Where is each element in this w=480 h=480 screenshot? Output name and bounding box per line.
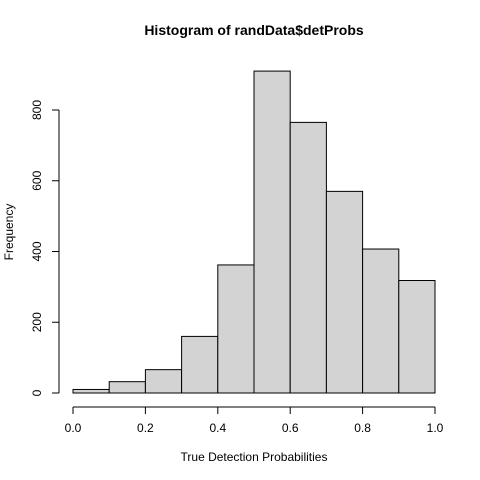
histogram-bar xyxy=(289,121,327,394)
y-tick-label: 600 xyxy=(30,170,44,190)
histogram-bar xyxy=(398,280,436,394)
x-tick-label: 0.6 xyxy=(282,421,299,435)
y-tick-label: 200 xyxy=(30,312,44,332)
y-tick-label: 800 xyxy=(30,100,44,120)
histogram-bar xyxy=(325,190,364,394)
x-tick-label: 0.4 xyxy=(209,421,226,435)
y-axis-label: Frequency xyxy=(2,204,16,261)
histogram-bar xyxy=(72,388,110,394)
y-axis: 0 200 400 600 800 xyxy=(30,100,60,396)
x-axis-label: True Detection Probabilities xyxy=(181,450,328,464)
chart-title: Histogram of randData$detProbs xyxy=(144,22,364,38)
x-axis: 0.0 0.2 0.4 0.6 0.8 1.0 xyxy=(65,406,444,435)
histogram-bar xyxy=(362,248,400,394)
histogram-bar xyxy=(217,264,255,394)
histogram-bar xyxy=(144,369,183,394)
x-tick-label: 0.8 xyxy=(354,421,371,435)
y-tick-label: 0 xyxy=(30,389,44,396)
y-tick-label: 400 xyxy=(30,241,44,261)
histogram-bar xyxy=(253,70,291,394)
x-tick-label: 1.0 xyxy=(427,421,444,435)
histogram-bar xyxy=(108,381,146,394)
histogram-bar xyxy=(181,335,219,394)
bars-layer xyxy=(72,70,436,394)
x-tick-label: 0.0 xyxy=(65,421,82,435)
x-tick-label: 0.2 xyxy=(137,421,154,435)
